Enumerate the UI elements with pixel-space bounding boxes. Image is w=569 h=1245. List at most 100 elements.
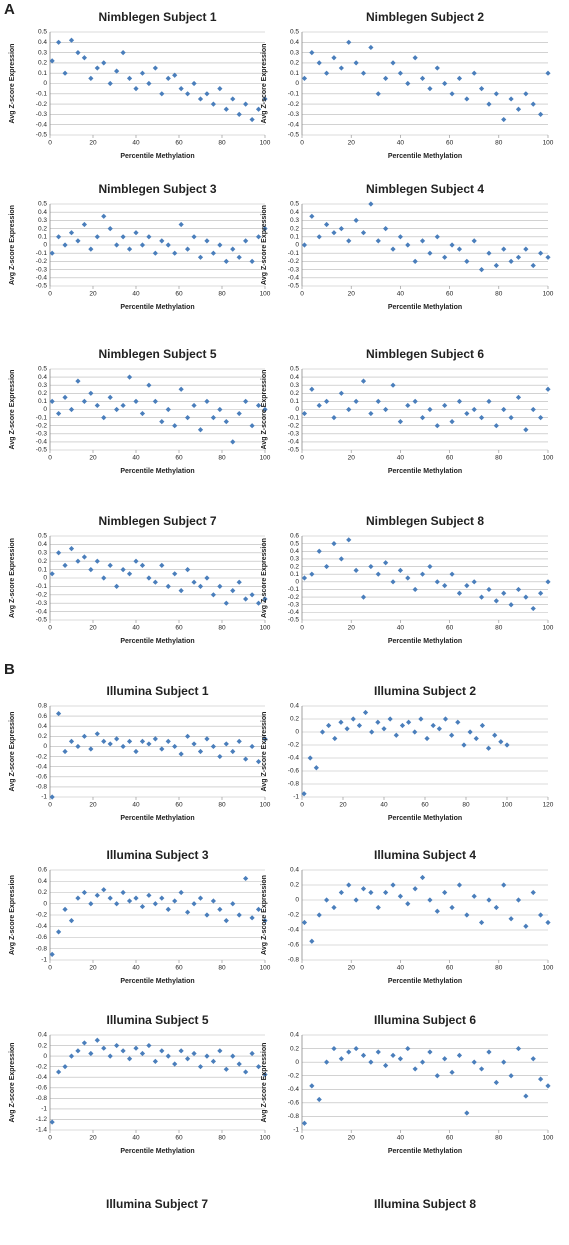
point [434,234,440,240]
point [126,898,133,904]
x-axis-title: Percentile Methylation [388,638,462,645]
point [375,238,381,244]
point [120,567,126,573]
point [249,1050,255,1057]
point [217,86,223,92]
y-tick-label: -0.2 [36,258,48,265]
x-tick-label: 60 [446,1135,454,1142]
point [383,1062,389,1069]
point [107,394,113,400]
y-tick-label: 0.5 [290,366,299,373]
point [412,55,418,61]
point [243,238,249,244]
point [101,1045,107,1051]
x-axis-title: Percentile Methylation [120,978,194,985]
y-tick-label: -0.4 [36,1074,48,1081]
y-tick-label: 0.2 [290,390,299,397]
x-axis-title: Percentile Methylation [388,978,462,985]
point [255,759,262,765]
point [434,1073,440,1079]
point [309,1083,315,1089]
point [405,242,411,248]
point [301,75,308,81]
y-tick-label: 0.5 [38,29,47,36]
point [368,201,374,207]
y-axis-title: Avg Z-score Expression [9,712,16,792]
x-tick-label: 60 [175,802,183,809]
x-tick-label: 40 [132,1135,140,1142]
point [434,65,440,71]
point [471,1059,477,1065]
y-tick-label: 0.1 [290,234,299,241]
point [331,55,337,61]
x-tick-label: 0 [48,965,52,972]
y-tick-label: 0.5 [290,29,299,36]
point [324,398,330,404]
y-tick-label: 0.2 [38,1042,47,1049]
y-tick-label: -0.6 [288,942,300,949]
x-tick-label: 100 [543,1135,554,1142]
point [368,44,374,51]
point [501,882,507,888]
point [427,563,433,570]
y-tick-label: 0 [295,1059,299,1066]
point [81,1040,87,1046]
x-tick-label: 60 [446,625,454,632]
point [449,242,455,248]
y-tick-label: -1.2 [36,1116,48,1123]
point [133,895,139,901]
y-tick-label: -0.2 [36,422,48,429]
point [515,586,522,593]
point [88,246,94,252]
point [139,70,146,76]
point [501,116,507,123]
point [316,234,322,240]
x-tick-label: 60 [446,455,454,462]
y-tick-label: 0.2 [38,60,47,67]
y-tick-label: 0.3 [290,49,299,56]
point [223,1066,229,1072]
point [133,558,139,564]
point [478,1066,485,1072]
point [49,1119,55,1125]
point [101,415,107,421]
point [185,246,191,252]
point [120,234,126,240]
x-tick-label: 0 [48,625,52,632]
point [456,75,463,81]
y-tick-label: -0.2 [288,912,300,919]
point [243,101,249,107]
point [353,217,359,223]
point [508,258,514,264]
point [56,234,62,240]
point [139,1050,146,1057]
point [204,1053,210,1059]
point [172,743,178,750]
x-tick-label: 40 [397,625,405,632]
x-tick-label: 40 [132,291,140,298]
y-tick-label: -0.3 [36,431,48,438]
x-tick-label: 80 [462,802,470,809]
y-tick-label: 0 [295,406,299,413]
point [243,596,249,602]
point [185,415,191,421]
point [493,904,499,911]
point [375,1049,381,1055]
y-axis-title: Avg Z-score Expression [261,875,268,955]
point [449,419,455,425]
y-tick-label: -0.3 [36,600,48,607]
y-tick-label: -0.2 [36,592,48,599]
point [159,1048,165,1054]
point [464,912,470,918]
point [101,575,107,581]
point [309,50,315,56]
point [204,736,210,742]
point [62,394,68,400]
point [508,602,514,608]
y-tick-label: -0.1 [288,586,300,593]
point [197,748,204,755]
point [515,254,522,260]
point [316,912,322,918]
point [81,221,87,228]
y-tick-label: -1.4 [36,1127,48,1134]
